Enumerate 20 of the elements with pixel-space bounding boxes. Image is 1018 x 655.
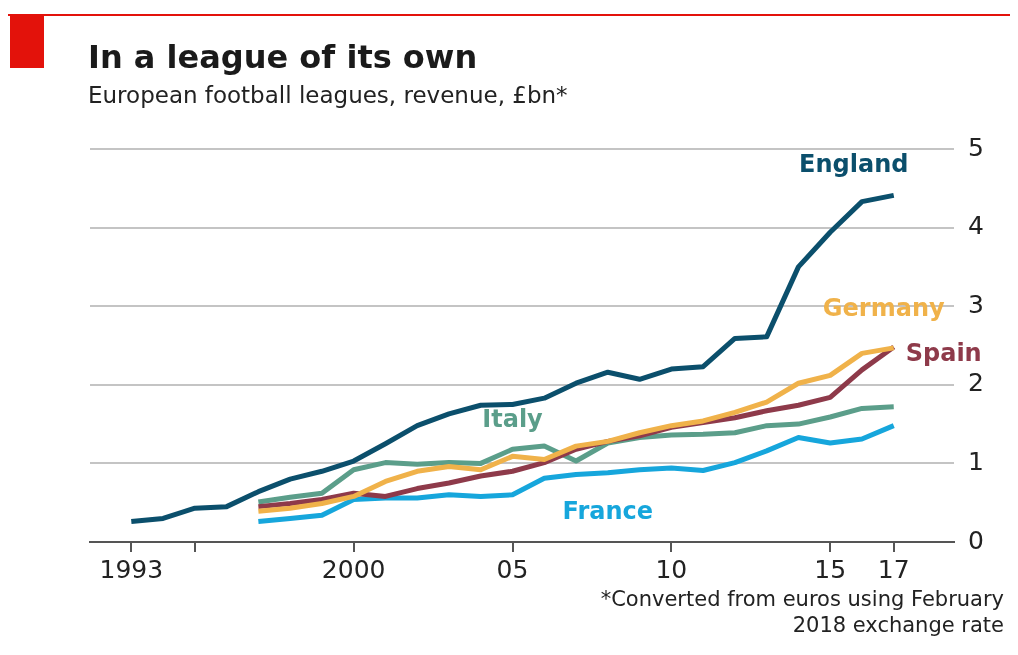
x-tick-label: 2000 xyxy=(321,554,386,584)
x-tick-label: 15 xyxy=(814,554,847,584)
text: *Converted from euros using February 2018 exchange rate xyxy=(599,586,1004,638)
y-tick-label: 2 xyxy=(968,368,984,398)
series-label: Spain xyxy=(905,339,982,368)
x-tick-label: 1993 xyxy=(99,554,164,584)
x-tick-label: 05 xyxy=(496,554,529,584)
series-label: Germany xyxy=(822,294,945,323)
x-tick-label: 10 xyxy=(655,554,688,584)
y-tick-label: 1 xyxy=(968,446,984,476)
y-tick-label: 3 xyxy=(968,289,984,319)
y-tick-label: 0 xyxy=(968,525,984,555)
y-tick-label: 5 xyxy=(968,132,984,162)
chart-title: In a league of its own xyxy=(88,38,478,76)
x-tick-label: 17 xyxy=(877,554,910,584)
series-label: Italy xyxy=(482,405,544,434)
y-tick-label: 4 xyxy=(968,211,984,241)
series-label: France xyxy=(562,497,654,526)
series-label: England xyxy=(799,149,909,178)
chart-subtitle: European football leagues, revenue, £bn* xyxy=(88,82,568,108)
